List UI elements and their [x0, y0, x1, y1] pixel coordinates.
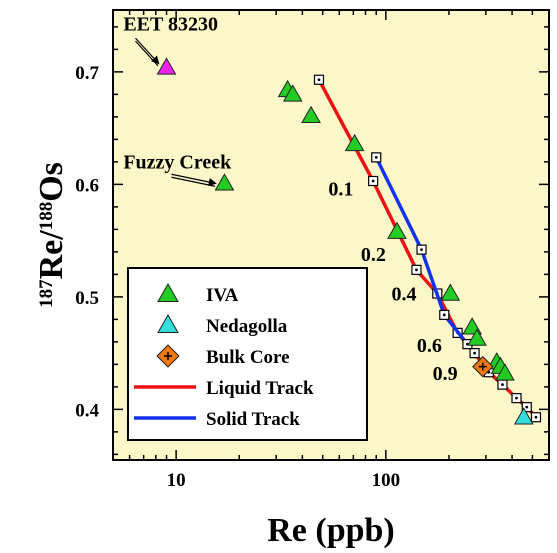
tracks-layer	[313, 74, 542, 423]
marker-iva	[301, 105, 321, 123]
y-tick-label: 0.7	[75, 63, 99, 84]
y-axis-sup-188: 188	[36, 202, 57, 231]
track-point-dot	[371, 179, 375, 183]
track-label: 0.2	[361, 244, 386, 266]
marker-nedagolla	[513, 407, 534, 425]
marker-iva	[467, 328, 487, 346]
track-point-dot	[525, 405, 529, 409]
legend-symbol-nedagolla	[157, 313, 179, 333]
markers-layer	[156, 57, 534, 425]
legend-label: Liquid Track	[206, 378, 314, 399]
y-axis-title: 187Re/188Os	[33, 162, 70, 308]
annotations-layer: EET 83230 Fuzzy Creek 0.1 0.20.4 0.6 0.9	[123, 13, 457, 385]
marker-iva	[214, 173, 235, 191]
y-tick-label: 0.4	[75, 400, 99, 421]
annotation-label: Fuzzy Creek	[123, 152, 232, 174]
legend-symbol-iva	[157, 282, 179, 302]
track-point-dot	[473, 351, 476, 355]
y-tick-label: 0.6	[75, 175, 99, 196]
y-tick-label: 0.5	[75, 288, 99, 309]
y-axis-main-re: Re/	[33, 230, 70, 280]
annotation-arrow	[171, 176, 215, 187]
track-point-dot	[501, 383, 504, 387]
track-point-dot	[442, 313, 446, 317]
track-point-dot	[317, 78, 321, 82]
marker-iva	[495, 363, 515, 381]
legend-label: Solid Track	[206, 409, 300, 430]
track-line-solid-track	[374, 156, 469, 346]
annotation-arrowhead	[208, 178, 217, 187]
legend-label: Bulk Core	[206, 347, 290, 368]
x-axis-title: Re (ppb)	[267, 512, 395, 549]
marker-iva	[344, 133, 365, 152]
annotation-arrowhead	[150, 55, 160, 65]
track-label: 0.1	[328, 179, 353, 201]
marker-iva	[440, 283, 461, 301]
track-label: 0.6	[417, 335, 442, 357]
marker-iva	[387, 221, 407, 239]
marker-eet-83230	[156, 57, 177, 75]
track-point-dot	[415, 268, 418, 272]
x-tick-label: 100	[372, 470, 401, 491]
track-label: 0.9	[433, 363, 458, 385]
annotation-arrow	[171, 173, 215, 184]
x-tick-label: 10	[167, 470, 186, 491]
marker-iva	[282, 84, 303, 102]
track-point-dot	[534, 415, 538, 419]
track-label: 0.4	[391, 283, 416, 305]
track-point-dot	[374, 155, 378, 159]
legend-label: IVA	[206, 285, 239, 306]
legend: IVA Nedagolla Bulk Core Liquid Track Solid T…	[127, 267, 368, 441]
plot-frame	[112, 9, 550, 461]
track-point-dot	[515, 396, 518, 400]
legend-label: Nedagolla	[206, 316, 288, 337]
y-axis-sup-187: 187	[36, 279, 57, 308]
track-point-dot	[420, 248, 423, 252]
annotation-label: EET 83230	[123, 13, 218, 35]
y-axis-main-os: Os	[33, 162, 70, 202]
